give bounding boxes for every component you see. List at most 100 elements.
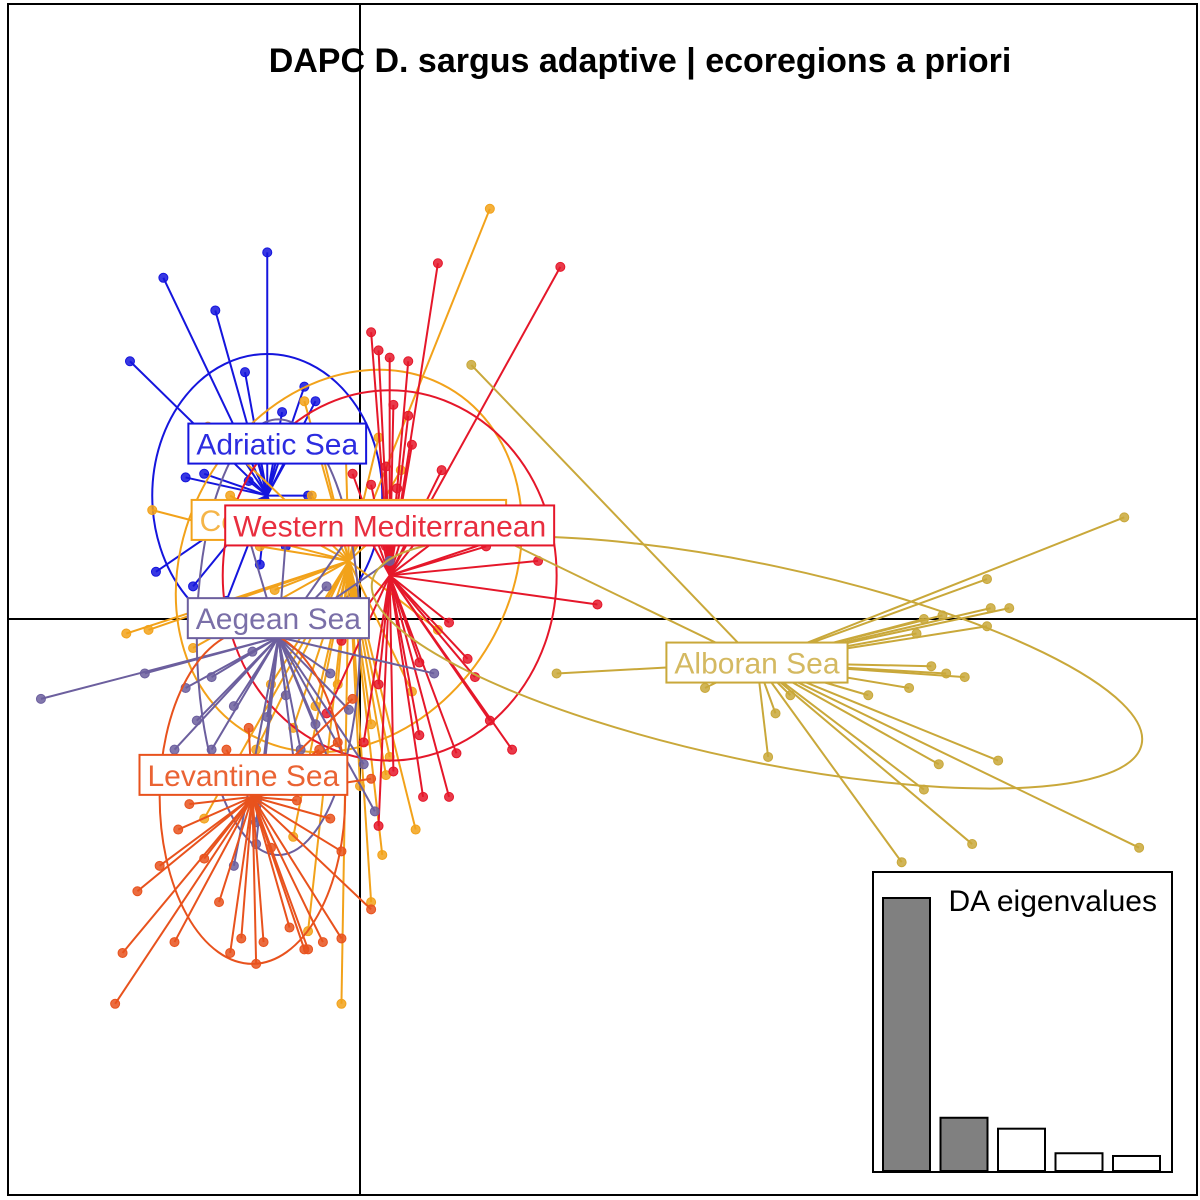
levantine-sea-segment [203, 796, 254, 860]
eigenvalue-bar [1112, 1154, 1161, 1172]
adriatic-sea-point [239, 367, 250, 378]
western-mediterranean-point [366, 479, 377, 490]
central-mediterranean-segment [292, 560, 350, 729]
levantine-sea-point [132, 886, 143, 897]
western-mediterranean-point [432, 258, 443, 269]
alboran-sea-point [466, 359, 477, 370]
eigenvalue-bar [939, 1116, 989, 1173]
aegean-sea-point [247, 646, 258, 657]
levantine-sea-point [258, 937, 269, 948]
levantine-sea-segment [251, 796, 258, 964]
aegean-sea-point [228, 701, 239, 712]
plot-frame [7, 3, 1198, 1196]
alboran-sea-point [941, 668, 952, 679]
alboran-sea-point [770, 708, 781, 719]
adriatic-sea-label-box [187, 422, 368, 465]
aegean-sea-point [358, 759, 369, 770]
western-mediterranean-point [403, 410, 414, 421]
central-mediterranean-segment [148, 559, 350, 631]
adriatic-sea-point [310, 396, 321, 407]
aegean-sea-point [310, 719, 321, 730]
western-mediterranean-segment [389, 574, 598, 606]
western-mediterranean-point [555, 261, 566, 272]
western-mediterranean-segment [388, 575, 451, 798]
levantine-sea-point [251, 958, 262, 969]
central-mediterranean-point [147, 505, 158, 516]
levantine-sea-segment [251, 796, 372, 911]
aegean-sea-label: Aegean Sea [186, 597, 370, 640]
adriatic-sea-point [199, 468, 210, 479]
alboran-sea-point [700, 682, 711, 693]
western-mediterranean-point [358, 737, 369, 748]
western-mediterranean-point [366, 327, 377, 338]
adriatic-sea-point [210, 305, 221, 316]
central-mediterranean-point [121, 628, 132, 639]
alboran-sea-point [1004, 603, 1015, 614]
levantine-sea-segment [251, 796, 265, 943]
adriatic-sea-point [150, 566, 161, 577]
western-mediterranean-label-text: Western Mediterranean [233, 510, 546, 543]
western-mediterranean-point [384, 352, 395, 363]
alboran-sea-point [785, 690, 796, 701]
central-mediterranean-segment [347, 560, 387, 776]
alboran-sea-point [993, 755, 1004, 766]
central-mediterranean-point [336, 998, 347, 1009]
levantine-sea-point [325, 813, 336, 824]
alboran-sea-label-text: Alboran Sea [674, 648, 839, 681]
alboran-sea-segment [756, 516, 1125, 664]
western-mediterranean-point [592, 599, 603, 610]
western-mediterranean-point [414, 657, 425, 668]
alboran-sea-segment [756, 661, 925, 791]
alboran-sea-segment [756, 661, 973, 845]
western-mediterranean-segment [362, 575, 391, 743]
levantine-sea-point [317, 937, 328, 948]
adriatic-sea-point [158, 272, 169, 283]
aegean-sea-segment [277, 636, 365, 765]
adriatic-sea-point [188, 581, 199, 592]
western-mediterranean-point [373, 345, 384, 356]
alboran-sea-point [918, 614, 929, 624]
western-mediterranean-point [392, 483, 403, 494]
aegean-sea-point [369, 806, 380, 817]
levantine-sea-point [265, 842, 276, 853]
aegean-sea-point [35, 693, 46, 704]
levantine-sea-point [184, 799, 195, 810]
western-mediterranean-point [451, 748, 462, 759]
chart-title: DAPC D. sargus adaptive | ecoregions a p… [269, 42, 1012, 80]
alboran-sea-point [1119, 512, 1130, 523]
eigenvalue-bars [882, 897, 1161, 1173]
alboran-sea-point [981, 574, 992, 585]
alboran-sea-point [918, 784, 929, 795]
central-mediterranean-point [225, 490, 236, 501]
levantine-sea-point [169, 937, 180, 948]
levantine-sea-point [214, 897, 225, 908]
levantine-sea-point [366, 773, 377, 784]
aegean-sea-point [262, 712, 273, 723]
western-mediterranean-point [388, 766, 399, 777]
central-mediterranean-point [484, 203, 495, 214]
central-mediterranean-point [377, 849, 388, 860]
levantine-sea-segment [159, 796, 254, 867]
adriatic-sea-point [124, 356, 135, 367]
alboran-sea-point [551, 668, 562, 679]
adriatic-sea-point [277, 407, 288, 418]
eigenvalue-inset-title: DA eigenvalues [949, 885, 1157, 918]
levantine-sea-point [173, 824, 184, 835]
adriatic-sea-label-text: Adriatic Sea [196, 429, 358, 462]
aegean-sea-point [325, 668, 336, 679]
levantine-sea-point [199, 853, 210, 864]
levantine-sea-segment [114, 796, 254, 1005]
western-mediterranean-point [484, 715, 495, 726]
aegean-sea-segment [277, 636, 350, 711]
central-mediterranean-point [410, 824, 421, 835]
levantine-sea-segment [251, 796, 343, 939]
western-mediterranean-point [373, 820, 384, 831]
western-mediterranean-point [418, 791, 429, 802]
levantine-sea-point [236, 933, 247, 944]
western-mediterranean-point [380, 461, 391, 472]
group-labels-layer: Adriatic SeaCentral MediterraneanWestern… [138, 422, 849, 796]
levantine-sea-point [225, 947, 236, 958]
levantine-sea-point [336, 846, 347, 857]
central-mediterranean-point [306, 490, 317, 501]
